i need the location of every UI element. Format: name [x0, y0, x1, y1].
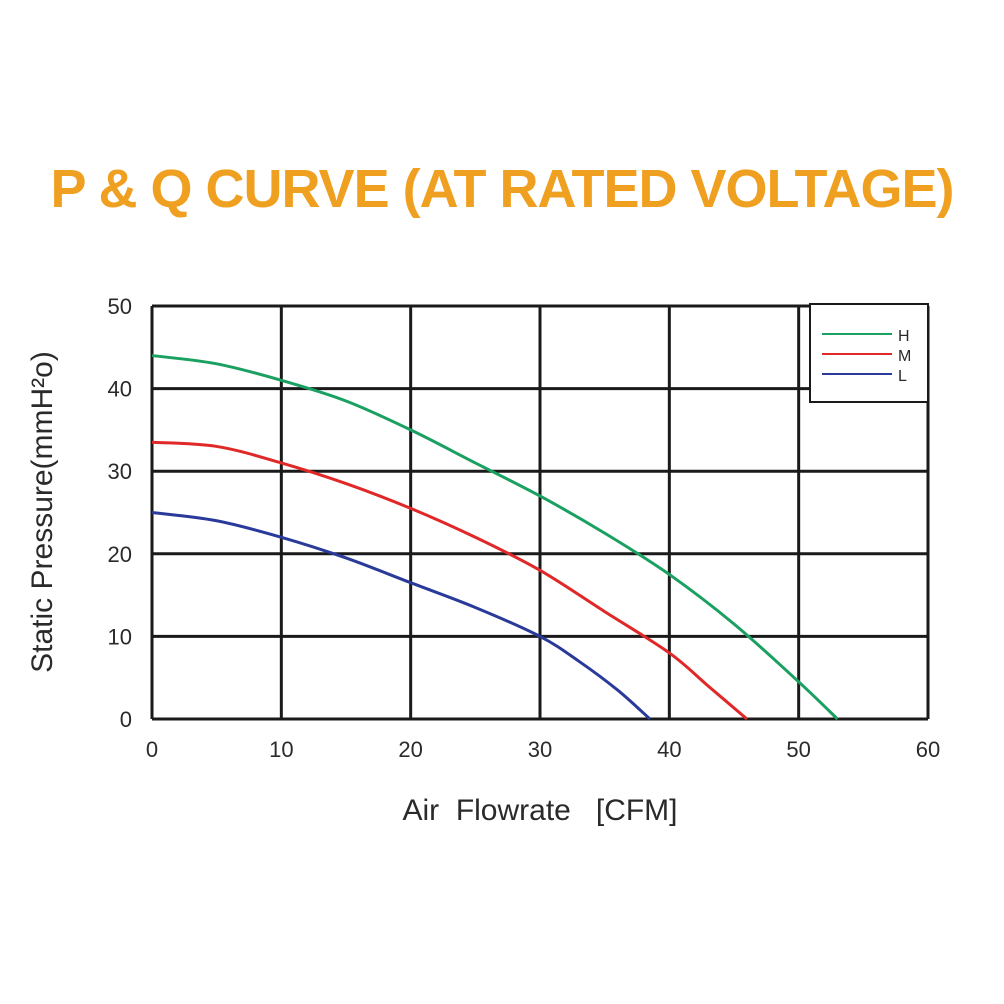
series-line-L: [151, 511, 651, 721]
tick-labels: 0 10 20 30 40 50 60 0 10 20 30 40 50: [108, 294, 941, 762]
x-axis-label: Air Flowrate [CFM]: [402, 794, 677, 827]
y-tick-label-2: 20: [108, 542, 132, 567]
y-tick-label-3: 30: [108, 459, 132, 484]
y-tick-label-5: 50: [108, 294, 132, 319]
x-tick-label-6: 60: [916, 737, 940, 762]
x-tick-label-3: 30: [528, 737, 552, 762]
y-tick-label-0: 0: [120, 707, 132, 732]
series-layer: [151, 354, 839, 721]
x-tick-label-2: 20: [398, 737, 422, 762]
x-tick-label-1: 10: [269, 737, 293, 762]
grid: [150, 304, 930, 721]
legend: HML: [809, 303, 929, 403]
x-tick-label-5: 50: [786, 737, 810, 762]
x-tick-label-0: 0: [146, 737, 158, 762]
x-tick-label-4: 40: [657, 737, 681, 762]
series-line-H: [151, 354, 839, 721]
legend-label-L: L: [898, 368, 907, 385]
chart-title: P & Q CURVE (AT RATED VOLTAGE): [50, 159, 954, 219]
legend-label-H: H: [898, 328, 910, 345]
y-axis-label: Static Pressure(mmH²o): [26, 351, 59, 673]
legend-label-M: M: [898, 348, 911, 365]
y-tick-label-1: 10: [108, 624, 132, 649]
y-tick-label-4: 40: [108, 377, 132, 402]
series-line-M: [151, 440, 748, 721]
